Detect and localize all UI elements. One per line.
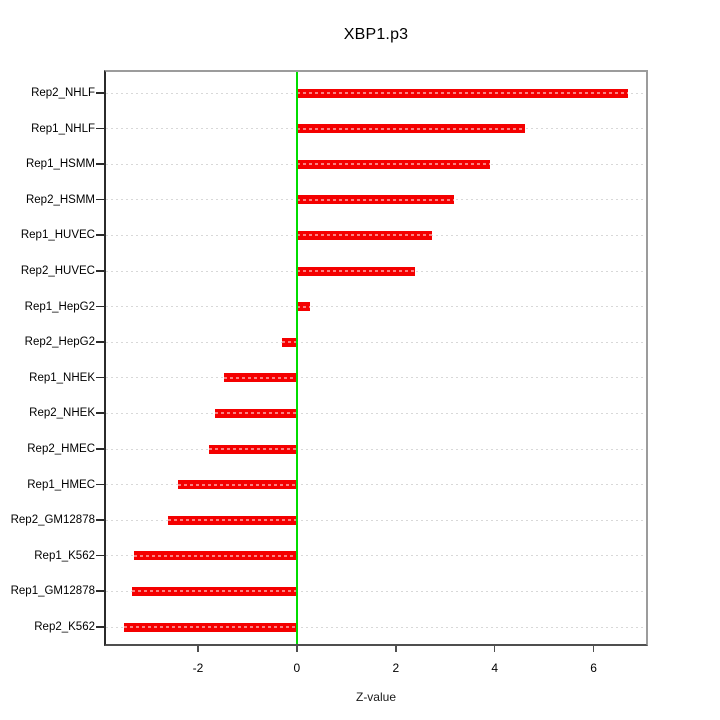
bar-stripe <box>296 234 433 237</box>
x-axis-tick <box>296 646 298 652</box>
bar-stripe <box>209 448 297 450</box>
category-label: Rep2_K562 <box>34 621 95 633</box>
x-axis-tick <box>395 646 397 652</box>
category-label: Rep2_NHEK <box>29 407 95 420</box>
grid-line <box>106 519 647 521</box>
bar-stripe <box>296 163 491 166</box>
y-axis-tick <box>96 163 104 165</box>
category-label: Rep1_HUVEC <box>20 229 95 242</box>
bar-stripe <box>224 376 297 379</box>
x-axis-tick-label: 0 <box>293 661 301 675</box>
bar-stripe <box>296 127 526 130</box>
bar-stripe <box>296 305 311 308</box>
bar-stripe <box>296 198 454 201</box>
chart-title: XBP1.p3 <box>343 26 409 43</box>
grid-line <box>106 306 647 308</box>
y-axis-tick <box>96 92 104 94</box>
y-axis-tick <box>96 341 104 343</box>
bar-stripe <box>131 590 297 593</box>
x-axis-tick-label: 6 <box>590 661 597 675</box>
y-axis-tick <box>96 554 104 557</box>
category-label: Rep2_HMEC <box>27 443 95 455</box>
bar-stripe <box>281 341 297 344</box>
x-axis-label: Z-value <box>355 690 396 704</box>
y-axis-tick <box>96 376 104 379</box>
category-label: Rep2_HSMM <box>25 193 95 206</box>
bar-stripe <box>296 270 415 272</box>
x-axis-tick <box>493 646 496 652</box>
x-axis-tick-label: -2 <box>192 661 204 675</box>
y-axis-tick <box>96 448 104 450</box>
y-axis-tick <box>96 127 104 130</box>
category-label: Rep1_HepG2 <box>24 300 95 313</box>
y-axis-tick <box>96 305 104 308</box>
y-axis-tick <box>96 483 104 486</box>
category-label: Rep1_NHEK <box>29 371 95 384</box>
x-axis-tick <box>197 646 199 652</box>
category-label: Rep1_HMEC <box>27 478 95 491</box>
x-axis-tick-label: 4 <box>491 661 499 675</box>
bar-stripe <box>215 412 297 415</box>
y-axis-tick <box>96 270 104 272</box>
grid-line <box>106 412 647 414</box>
category-label: Rep2_NHLF <box>31 87 95 99</box>
category-label: Rep2_HUVEC <box>20 265 95 277</box>
y-axis-tick <box>96 412 104 414</box>
category-label: Rep1_GM12878 <box>10 585 95 598</box>
grid-line <box>106 626 647 628</box>
grid-line <box>106 590 647 592</box>
grid-line <box>106 341 647 343</box>
y-axis-tick <box>96 519 104 521</box>
y-axis-tick <box>96 198 104 201</box>
category-label: Rep1_K562 <box>34 549 95 562</box>
category-label: Rep1_NHLF <box>31 122 95 135</box>
y-axis-tick <box>96 626 104 628</box>
bar-stripe <box>133 554 297 557</box>
grid-line <box>106 448 647 450</box>
x-axis-tick-label: 2 <box>392 661 400 675</box>
category-label: Rep1_HSMM <box>25 158 95 171</box>
category-label: Rep2_HepG2 <box>24 336 95 349</box>
category-label: Rep2_GM12878 <box>10 514 95 527</box>
grid-line <box>106 484 647 486</box>
bar-stripe <box>123 626 297 628</box>
bar-stripe <box>168 519 297 522</box>
zero-line <box>295 70 298 646</box>
y-axis-tick <box>96 590 104 592</box>
grid-line <box>106 377 647 379</box>
bar-stripe <box>177 483 297 486</box>
bar-stripe <box>296 92 629 94</box>
grid-line <box>106 555 647 557</box>
x-axis-tick <box>592 646 595 652</box>
y-axis-tick <box>96 234 104 236</box>
